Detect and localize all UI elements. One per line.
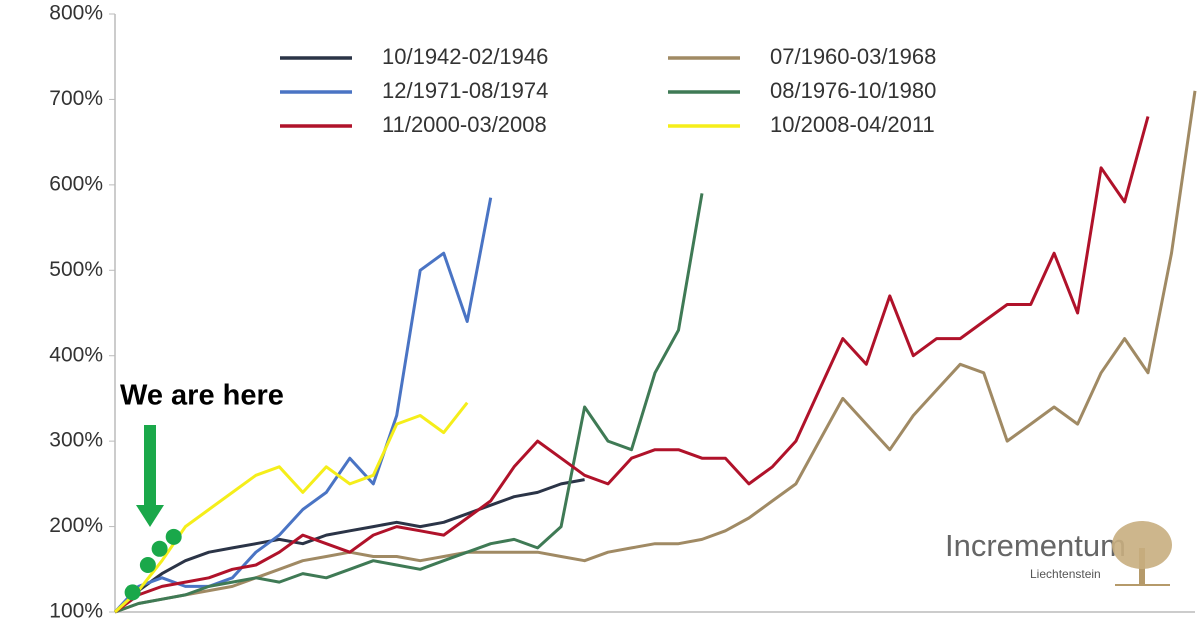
y-tick-label: 200% <box>49 514 103 537</box>
y-tick-label: 800% <box>49 2 103 25</box>
plot-area: 100% 200% 300% 400% 500% 600% 700% 800% 10/1942-… <box>49 2 1197 623</box>
logo: Incrementum Liechtenstein <box>945 521 1172 586</box>
logo-name: Incrementum <box>945 528 1126 563</box>
y-tick-label: 300% <box>49 429 103 452</box>
legend-label: 12/1971-08/1974 <box>382 78 548 103</box>
logo-place: Liechtenstein <box>1030 567 1101 581</box>
y-tick-label: 600% <box>49 172 103 195</box>
legend-label: 07/1960-03/1968 <box>770 44 936 69</box>
legend-label: 10/2008-04/2011 <box>770 112 935 137</box>
y-tick-label: 700% <box>49 87 103 110</box>
series-line <box>114 90 1197 614</box>
annotation-dot <box>139 557 156 574</box>
series-line <box>114 116 1150 614</box>
series-line <box>114 193 704 614</box>
legend-label: 11/2000-03/2008 <box>382 112 547 137</box>
series-line <box>113 478 585 614</box>
annotation-dot <box>124 584 141 601</box>
arrow <box>136 425 164 527</box>
legend-label: 10/1942-02/1946 <box>382 44 548 69</box>
y-tick-label: 100% <box>49 600 103 623</box>
annotation-text: We are here <box>120 380 284 412</box>
annotation-dot <box>165 528 182 545</box>
legend-label: 08/1976-10/1980 <box>770 78 936 103</box>
y-tick-label: 500% <box>49 258 103 281</box>
y-tick-label: 400% <box>49 343 103 366</box>
annotation-dot <box>151 540 168 557</box>
